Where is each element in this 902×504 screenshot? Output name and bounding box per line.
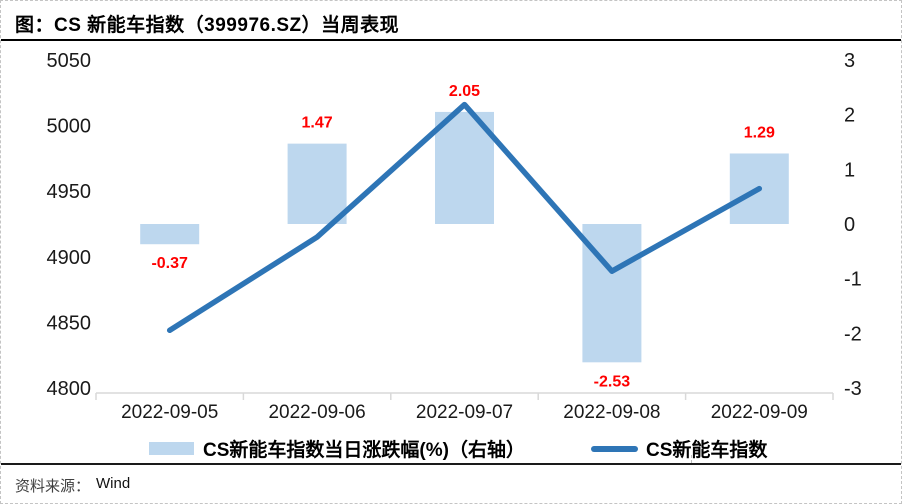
bar-value-label: 1.47 — [302, 115, 333, 132]
legend-item-line-series: CS新能车指数 — [591, 435, 767, 462]
chart-legend: CS新能车指数当日涨跌幅(%)（右轴） CS新能车指数 — [1, 431, 901, 462]
left-axis-tick-label: 4900 — [47, 247, 92, 269]
bar-series-swatch — [149, 442, 194, 455]
right-axis-tick-label: -2 — [844, 323, 862, 345]
left-axis-tick-label: 4850 — [47, 312, 92, 334]
x-axis-category-label: 2022-09-06 — [268, 402, 365, 423]
left-axis-tick-label: 4950 — [47, 181, 92, 203]
bar — [287, 143, 347, 224]
x-axis-category-label: 2022-09-09 — [711, 402, 808, 423]
index-line — [166, 101, 763, 334]
bar-value-label: -0.37 — [151, 255, 188, 272]
right-axis-tick-label: 0 — [844, 214, 855, 236]
legend-item-bar-series: CS新能车指数当日涨跌幅(%)（右轴） — [149, 435, 525, 462]
right-axis-tick-label: 3 — [844, 50, 855, 72]
bar — [729, 153, 789, 224]
right-axis-tick-label: -3 — [844, 378, 862, 400]
bar-value-label: 1.29 — [744, 124, 775, 141]
right-axis-tick-label: 1 — [844, 159, 855, 181]
table-cell-divider — [691, 455, 692, 463]
x-axis-category-label: 2022-09-07 — [416, 402, 513, 423]
right-axis-tick-label: -1 — [844, 269, 862, 291]
source-value: Wind — [96, 475, 131, 492]
bar — [140, 224, 200, 245]
bar-value-label: -2.53 — [594, 373, 631, 390]
x-axis-category-label: 2022-09-08 — [563, 402, 660, 423]
source-bar: 资料来源： Wind — [1, 463, 901, 503]
left-axis-tick-label: 5000 — [47, 116, 92, 138]
x-axis-category-label: 2022-09-05 — [121, 402, 218, 423]
figure-title: 图：CS 新能车指数（399976.SZ）当周表现 — [15, 15, 400, 36]
left-axis-tick-label: 5050 — [47, 50, 92, 72]
line-series-swatch — [591, 445, 638, 452]
right-axis-tick-label: 2 — [844, 105, 855, 127]
legend-label-line-series: CS新能车指数 — [646, 440, 768, 461]
bar — [582, 224, 642, 363]
source-label: 资料来源： — [15, 479, 91, 495]
figure-title-bar: 图：CS 新能车指数（399976.SZ）当周表现 — [1, 1, 901, 41]
bar-value-label: 2.05 — [449, 83, 480, 100]
legend-label-bar-series: CS新能车指数当日涨跌幅(%)（右轴） — [203, 440, 525, 461]
bar — [435, 111, 494, 224]
left-axis-tick-label: 4800 — [47, 378, 92, 400]
